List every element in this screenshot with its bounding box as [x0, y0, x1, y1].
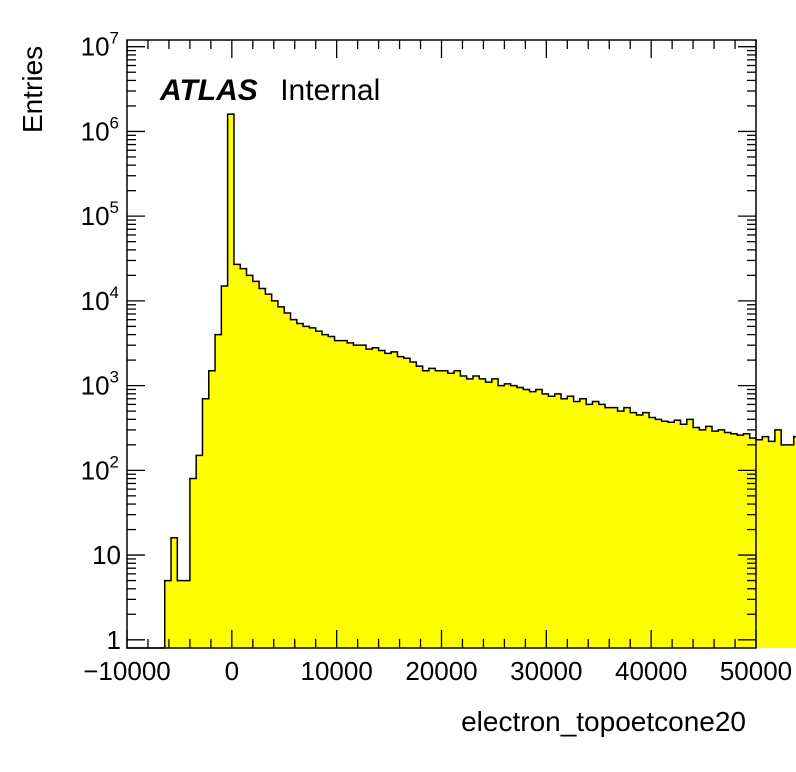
x-tick-label: 10000	[301, 656, 373, 686]
y-tick-label: 103	[81, 368, 119, 401]
y-tick-label: 105	[81, 198, 119, 231]
x-tick-label: 50000	[720, 656, 792, 686]
x-tick-label: 40000	[615, 656, 687, 686]
x-tick-label: 0	[225, 656, 239, 686]
y-tick-label: 107	[81, 29, 119, 62]
x-tick-label: 20000	[405, 656, 477, 686]
x-tick-label: −10000	[83, 656, 170, 686]
x-axis-ticks	[126, 40, 757, 648]
histogram-outline	[127, 113, 796, 649]
y-axis-title: Entries	[17, 46, 48, 133]
atlas-status-label: Internal	[280, 74, 380, 107]
histogram-fill	[164, 114, 796, 648]
x-tick-label: 30000	[510, 656, 582, 686]
x-axis-tick-labels: −10000 0 10000 20000 30000 40000 50000	[83, 656, 792, 686]
atlas-label: ATLAS Internal	[159, 74, 380, 107]
y-tick-label: 106	[81, 113, 119, 146]
y-tick-label: 104	[81, 283, 119, 316]
y-axis-tick-labels: 1 10 102 103 104 105 106 107	[81, 29, 121, 655]
y-tick-label: 102	[81, 452, 119, 485]
y-tick-label: 1	[107, 625, 121, 655]
atlas-bold-label: ATLAS	[159, 74, 258, 107]
y-axis-ticks	[127, 46, 756, 641]
x-axis-title: electron_topoetcone20	[461, 706, 746, 737]
y-tick-label: 10	[92, 540, 121, 570]
